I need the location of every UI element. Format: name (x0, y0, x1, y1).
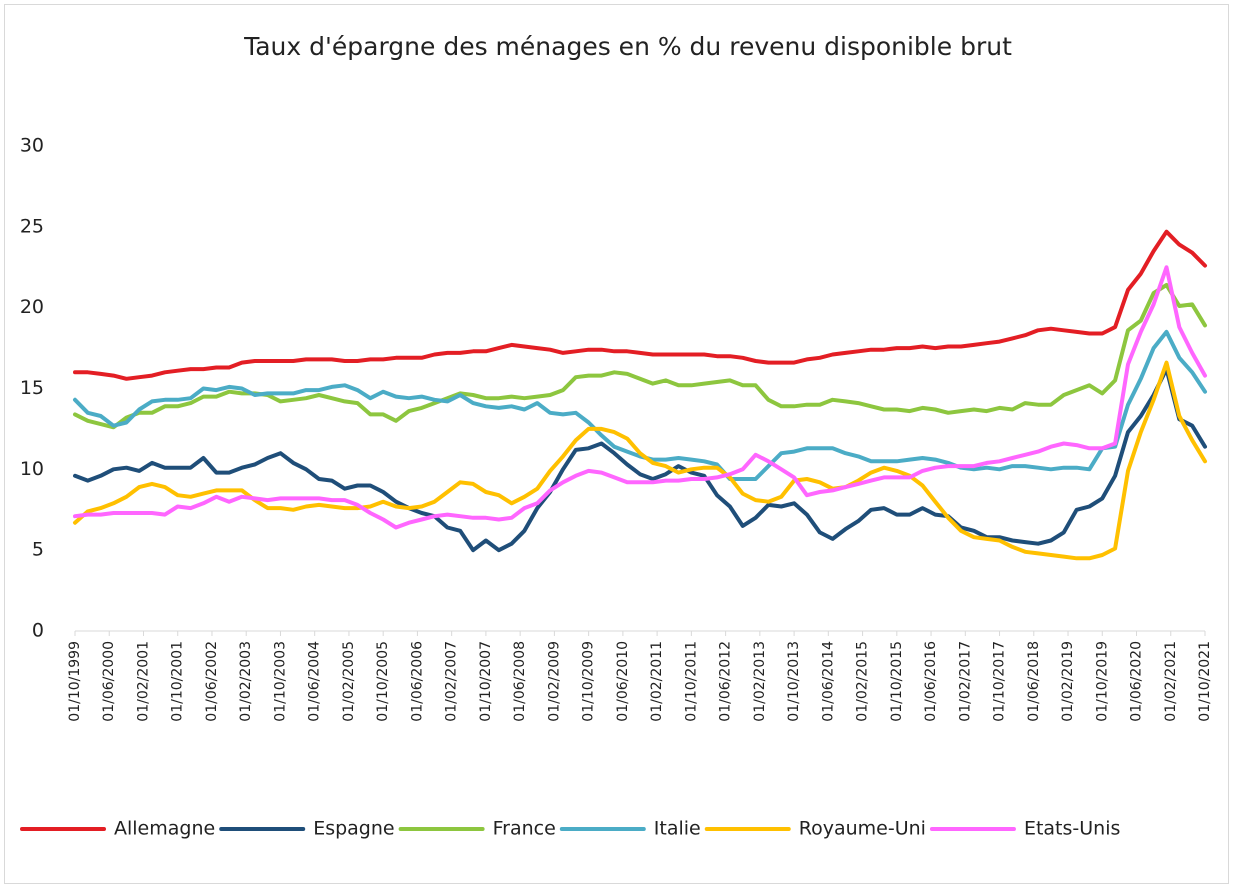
y-tick-label: 10 (20, 458, 44, 480)
legend-label: Allemagne (114, 818, 215, 840)
x-tick-label: 01/10/1999 (67, 641, 83, 722)
x-tick-label: 01/02/2015 (855, 641, 871, 722)
legend-label: Royaume-Uni (799, 818, 926, 840)
x-tick-label: 01/06/2000 (101, 641, 117, 722)
x-tick-label: 01/06/2012 (718, 641, 734, 722)
x-tick-label: 01/10/2015 (889, 641, 905, 722)
y-tick-label: 0 (32, 620, 44, 642)
legend-label: France (493, 818, 556, 840)
x-tick-label: 01/06/2002 (204, 641, 220, 722)
x-tick-label: 01/10/2013 (786, 641, 802, 722)
x-tick-label: 01/02/2021 (1163, 641, 1179, 722)
x-tick-label: 01/02/2009 (546, 641, 562, 722)
y-tick-label: 30 (20, 135, 44, 157)
x-tick-label: 01/02/2003 (238, 641, 254, 722)
x-tick-label: 01/02/2019 (1060, 641, 1076, 722)
x-tick-label: 01/06/2020 (1129, 641, 1145, 722)
x-tick-label: 01/02/2001 (135, 641, 151, 722)
series-line (73, 229, 1207, 381)
x-tick-label: 01/10/2001 (170, 641, 186, 722)
x-tick-label: 01/02/2011 (649, 641, 665, 722)
y-tick-label: 15 (20, 377, 44, 399)
chart-title: Taux d'épargne des ménages en % du reven… (243, 32, 1012, 61)
x-tick-label: 01/06/2004 (307, 641, 323, 722)
x-tick-label: 01/02/2013 (752, 641, 768, 722)
x-tick-label: 01/06/2018 (1026, 641, 1042, 722)
series-line (73, 367, 1207, 553)
series-line (73, 360, 1207, 561)
x-tick-label: 01/02/2005 (341, 641, 357, 722)
x-tick-label: 01/02/2007 (444, 641, 460, 722)
y-tick-label: 20 (20, 296, 44, 318)
chart-border (4, 4, 1229, 884)
legend-label: Espagne (313, 818, 394, 840)
y-tick-label: 5 (32, 539, 44, 561)
x-tick-label: 01/06/2010 (615, 641, 631, 722)
series-line (73, 283, 1207, 430)
x-tick-label: 01/10/2021 (1197, 641, 1213, 722)
series-line (73, 329, 1207, 481)
x-tick-label: 01/10/2019 (1094, 641, 1110, 722)
x-tick-label: 01/06/2016 (923, 641, 939, 722)
x-tick-label: 01/06/2008 (512, 641, 528, 722)
x-tick-label: 01/10/2017 (992, 641, 1008, 722)
y-tick-label: 25 (20, 215, 44, 237)
x-tick-label: 01/10/2003 (272, 641, 288, 722)
x-tick-label: 01/10/2011 (683, 641, 699, 722)
legend-label: Italie (654, 818, 701, 840)
x-tick-label: 01/06/2014 (820, 641, 836, 722)
x-tick-label: 01/06/2006 (409, 641, 425, 722)
x-tick-label: 01/10/2005 (375, 641, 391, 722)
x-tick-label: 01/02/2017 (957, 641, 973, 722)
series-line (73, 265, 1207, 530)
x-tick-label: 01/10/2009 (581, 641, 597, 722)
x-tick-label: 01/10/2007 (478, 641, 494, 722)
legend-label: Etats-Unis (1024, 818, 1120, 840)
